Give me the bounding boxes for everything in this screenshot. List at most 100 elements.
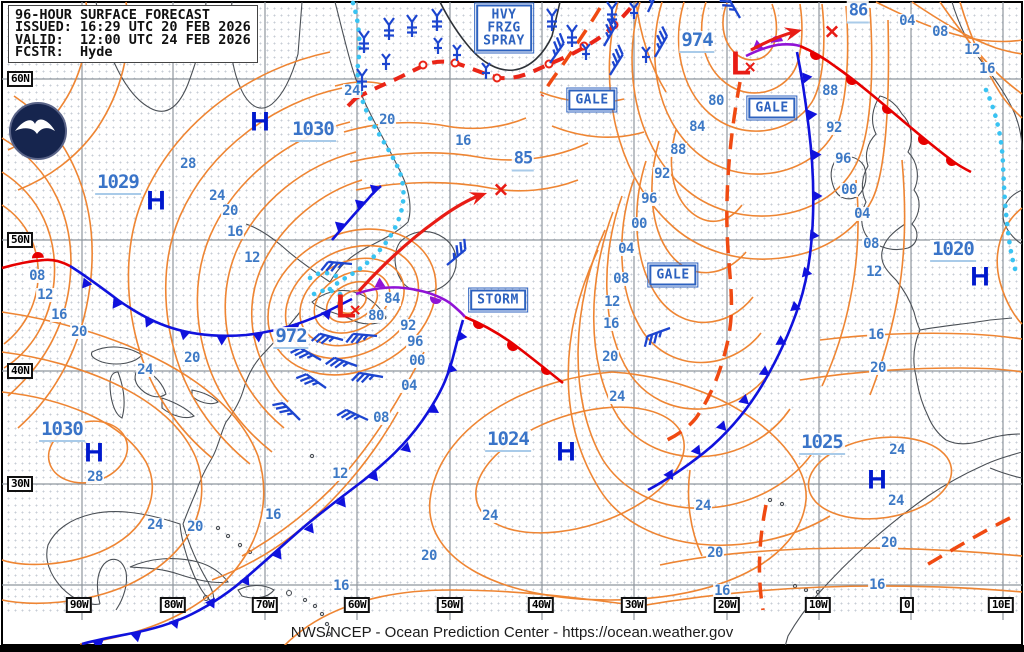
arrowhead-icon [783, 27, 802, 41]
isobar-label: 80 [367, 308, 385, 324]
isobar-label: 20 [869, 360, 887, 376]
hazard-label-line: HVY [491, 7, 517, 23]
low-center-cross-icon: ✕ [348, 302, 362, 320]
isobar-label: 20 [378, 112, 396, 128]
isobar-label: 08 [931, 24, 949, 40]
hazard-label-storm: STORM [468, 287, 528, 313]
isobar-label: 16 [226, 224, 244, 240]
forecast-header-line: 96-HOUR SURFACE FORECAST [15, 7, 211, 23]
isobar-label: 04 [400, 378, 418, 394]
cold-front-atlantic [81, 319, 465, 646]
isobar-label: 00 [408, 353, 426, 369]
isobar-label: 16 [867, 327, 885, 343]
isobar-label: 00 [840, 182, 858, 198]
hazard-label-line: FRZG [487, 20, 521, 36]
hazard-label-line: STORM [477, 292, 519, 308]
isobar-label: 24 [146, 517, 164, 533]
isobar-label: 16 [332, 578, 350, 594]
isobar-label: 24 [608, 389, 626, 405]
isobar-label: 20 [70, 324, 88, 340]
isobar-label: 84 [383, 291, 401, 307]
isobar-label: 16 [713, 583, 731, 599]
latitude-label: 30N [7, 476, 34, 492]
isobar-label: 04 [898, 13, 916, 29]
longitude-label: 50W [436, 597, 464, 613]
isobar-label: 20 [601, 349, 619, 365]
track-arrow-974 [750, 30, 795, 52]
fronts [1, 35, 972, 646]
warm-front-974 [799, 44, 972, 174]
storm-tracks [357, 27, 802, 293]
isobar-label: 80 [707, 93, 725, 109]
high-center-symbol: H [970, 261, 990, 292]
hazard-label-line: SPRAY [483, 33, 525, 49]
isobar-label: 16 [978, 61, 996, 77]
latitude-label: 60N [7, 71, 34, 87]
trough-lines [540, 7, 1011, 611]
hazard-label-gale: GALE [746, 95, 798, 121]
pressure-value: 1030 [290, 118, 336, 142]
noaa-logo [9, 102, 67, 160]
track-position-x: ✕ [493, 180, 509, 202]
footer-credit: NWS/NCEP - Ocean Prediction Center - htt… [290, 624, 734, 641]
low-center-symbol: L ✕ [335, 287, 362, 325]
longitude-label: 10E [987, 597, 1015, 613]
noaa-gull-icon [15, 119, 55, 134]
pressure-value: 1020 [930, 238, 976, 262]
isobar-label: 28 [179, 156, 197, 172]
isobar-label: 20 [706, 545, 724, 561]
low-center-symbol: L ✕ [730, 44, 757, 82]
bottom-bar [0, 645, 1024, 652]
pressure-value: 1024 [485, 428, 531, 452]
isobar-label: 88 [821, 83, 839, 99]
high-center-symbol: H [867, 464, 887, 495]
isobar-label: 16 [868, 577, 886, 593]
isobar-label: 16 [602, 316, 620, 332]
isobar-label: 16 [264, 507, 282, 523]
isobar-label: 24 [694, 498, 712, 514]
high-center-symbol: H [250, 106, 270, 137]
isobar-label: 96 [834, 151, 852, 167]
pressure-value: 972 [273, 325, 309, 349]
longitude-label: 60W [343, 597, 371, 613]
isobar-label: 08 [372, 410, 390, 426]
isobar-label: 24 [888, 442, 906, 458]
isobar-label: 24 [208, 188, 226, 204]
isobar-label: 16 [454, 133, 472, 149]
track-pressure-value: 85 [511, 148, 535, 172]
pressure-value: 1025 [799, 431, 845, 455]
longitude-label: 10W [804, 597, 832, 613]
latitude-label: 40N [7, 363, 34, 379]
isobar-label: 96 [640, 191, 658, 207]
cold-front-main [69, 264, 353, 338]
isobar-label: 24 [887, 493, 905, 509]
isobar-label: 08 [862, 236, 880, 252]
pressure-value: 1029 [95, 171, 141, 195]
hazard-label-line: GALE [656, 267, 690, 283]
high-center-symbol: H [146, 185, 166, 216]
isobar-label: 12 [36, 287, 54, 303]
freezing-spray-boundary [307, 0, 1019, 301]
isobar-label: 24 [343, 83, 361, 99]
isobar-label: 88 [669, 142, 687, 158]
arrowhead-icon [468, 192, 487, 206]
isobar-label: 12 [603, 294, 621, 310]
isobar-label: 00 [630, 216, 648, 232]
hazard-label-gale: GALE [566, 87, 618, 113]
longitude-label: 80W [159, 597, 187, 613]
ice-edge [346, 2, 636, 108]
forecast-header-line: ISSUED: 16:29 UTC 20 FEB 2026 [15, 19, 251, 36]
track-position-x: ✕ [824, 22, 840, 44]
hazard-label-gale: GALE [647, 262, 699, 288]
isobar-label: 20 [186, 519, 204, 535]
isobar-label: 12 [243, 250, 261, 266]
isobar-label: 24 [481, 508, 499, 524]
longitude-label: 90W [65, 597, 93, 613]
isobar-label: 20 [221, 203, 239, 219]
isobar-label: 12 [331, 466, 349, 482]
hazard-label-line: GALE [575, 92, 609, 108]
cold-front-east [647, 51, 815, 492]
isobar-label: 12 [963, 42, 981, 58]
